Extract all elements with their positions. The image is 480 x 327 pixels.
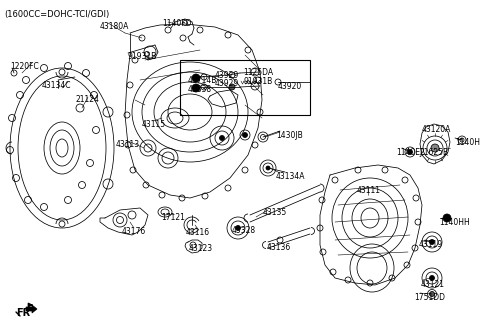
Circle shape <box>430 276 434 281</box>
Text: 43136: 43136 <box>267 243 291 252</box>
Text: FR: FR <box>16 308 30 318</box>
Text: 43134A: 43134A <box>276 172 305 181</box>
Text: 1140HV: 1140HV <box>455 138 480 147</box>
Text: 91931B: 91931B <box>243 77 272 86</box>
Circle shape <box>229 84 235 90</box>
Circle shape <box>431 144 439 152</box>
Circle shape <box>242 132 248 137</box>
Circle shape <box>192 74 200 82</box>
Text: 43176: 43176 <box>122 227 146 236</box>
Circle shape <box>408 149 412 154</box>
Text: 43115: 43115 <box>142 120 166 129</box>
Text: 43121: 43121 <box>421 280 445 289</box>
Circle shape <box>443 214 451 222</box>
Text: 43113: 43113 <box>116 140 140 149</box>
Text: 43920: 43920 <box>278 82 302 91</box>
Text: 1140HH: 1140HH <box>439 218 470 227</box>
Text: 21625B: 21625B <box>420 148 449 157</box>
Bar <box>180 60 310 115</box>
Circle shape <box>236 226 240 231</box>
Text: 1220FC: 1220FC <box>10 62 39 71</box>
Circle shape <box>192 84 200 92</box>
Text: 17121: 17121 <box>161 213 185 222</box>
Text: 43838: 43838 <box>188 85 212 94</box>
Text: 43119: 43119 <box>419 240 443 249</box>
Text: 1751DD: 1751DD <box>414 293 445 302</box>
Text: 21124: 21124 <box>75 95 99 104</box>
Text: 43120A: 43120A <box>422 125 451 134</box>
Text: 43929: 43929 <box>215 79 239 88</box>
Text: 43180A: 43180A <box>100 22 130 31</box>
Text: 1430JB: 1430JB <box>276 131 303 140</box>
Text: (1600CC=DOHC-TCI/GDI): (1600CC=DOHC-TCI/GDI) <box>4 10 109 19</box>
Text: 43714B: 43714B <box>188 76 217 85</box>
Text: 1125DA: 1125DA <box>243 68 273 77</box>
Text: 1140FD: 1140FD <box>162 19 192 28</box>
Text: 45328: 45328 <box>232 226 256 235</box>
Circle shape <box>219 135 225 141</box>
Circle shape <box>430 291 434 297</box>
Text: 43116: 43116 <box>186 228 210 237</box>
Text: 43134C: 43134C <box>42 81 72 90</box>
Text: 43135: 43135 <box>263 208 287 217</box>
Text: 43111: 43111 <box>357 186 381 195</box>
Circle shape <box>266 166 270 170</box>
Text: 43929: 43929 <box>215 71 239 80</box>
Text: 91931B: 91931B <box>128 52 157 61</box>
Text: 43123: 43123 <box>189 244 213 253</box>
Text: 1140EJ: 1140EJ <box>396 148 422 157</box>
Circle shape <box>430 239 434 245</box>
PathPatch shape <box>26 305 37 313</box>
